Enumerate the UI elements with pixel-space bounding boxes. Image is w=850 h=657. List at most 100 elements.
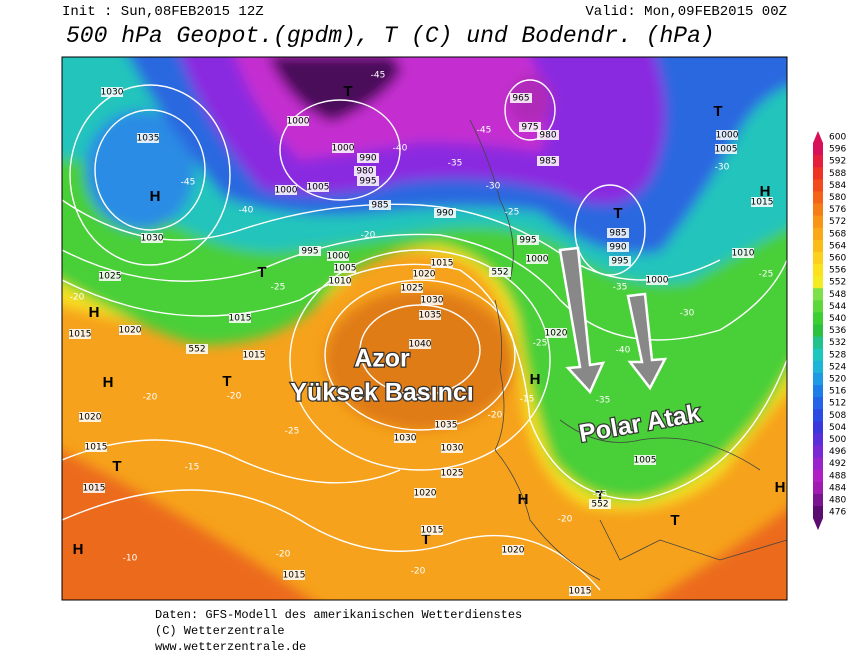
label-bg <box>401 283 423 293</box>
label-bg <box>502 545 524 555</box>
label-bg <box>435 420 457 430</box>
colorbar-label: 580 <box>829 193 846 203</box>
temperature-label: -30 <box>680 309 695 319</box>
temperature-label: -40 <box>239 206 254 216</box>
pressure-label: 995 <box>519 236 536 246</box>
colorbar-label: 556 <box>829 266 846 276</box>
label-bg <box>414 488 436 498</box>
temperature-label: -35 <box>448 159 463 169</box>
colorbar-band <box>813 191 823 204</box>
centers-label: T <box>257 264 266 281</box>
colorbar-band <box>813 203 823 217</box>
label-bg <box>441 443 463 453</box>
colorbar-cap <box>813 131 823 143</box>
centers-label: H <box>150 188 161 205</box>
temperature-label: -30 <box>486 182 501 192</box>
warm-band <box>62 451 312 600</box>
pressure-label: 1020 <box>79 413 102 423</box>
temperature-label: -25 <box>271 283 286 293</box>
pressure-label: 1040 <box>409 340 432 350</box>
temperature-label: -20 <box>143 393 158 403</box>
pressure-label: 1020 <box>414 489 437 499</box>
colorbar-band <box>813 215 823 229</box>
pressure-label: 1015 <box>229 314 252 324</box>
pressure-label: 980 <box>539 131 556 141</box>
geopotential-label: 552 <box>188 345 205 355</box>
temperature-label: -20 <box>558 515 573 525</box>
colorbar-band <box>813 506 823 519</box>
colorbar-band <box>813 385 823 398</box>
colorbar-band <box>813 360 823 374</box>
pressure-label: 990 <box>359 154 376 164</box>
colorbar-label: 492 <box>829 459 846 469</box>
colorbar-band <box>813 433 823 446</box>
cold-core <box>268 57 402 122</box>
label-bg <box>607 242 629 252</box>
label-bg <box>243 350 265 360</box>
geopotential-label: 552 <box>591 500 608 510</box>
pressure-label: 1010 <box>329 277 352 287</box>
label-bg <box>569 586 591 596</box>
label-bg <box>99 271 121 281</box>
colorbar-label: 588 <box>829 169 846 179</box>
temperature-label: -15 <box>185 463 200 473</box>
pressure-label: 1005 <box>334 264 357 274</box>
colorbar-label: 548 <box>829 290 846 300</box>
pressure-label: 1035 <box>137 134 160 144</box>
temperature-label: -15 <box>520 395 535 405</box>
colorbar-band <box>813 397 823 410</box>
colorbar-label: 592 <box>829 157 846 167</box>
pressure-label: 990 <box>609 243 626 253</box>
colorbar-label: 512 <box>829 399 846 409</box>
temperature-label: -35 <box>596 396 611 406</box>
colorbar-label: 500 <box>829 435 846 445</box>
pressure-label: 975 <box>521 123 538 133</box>
label-bg <box>307 182 329 192</box>
colorbar-label: 564 <box>829 241 846 251</box>
temperature-label: -25 <box>285 427 300 437</box>
label-bg <box>137 133 159 143</box>
pressure-label: 995 <box>301 247 318 257</box>
label-bg <box>526 254 548 264</box>
colorbar-cap <box>813 518 823 531</box>
pressure-label: 1025 <box>441 469 464 479</box>
pressure-label: 1015 <box>421 526 444 536</box>
colorbar-band <box>813 421 823 434</box>
temperature-label: -20 <box>276 550 291 560</box>
annotation-high: Azor <box>354 345 410 373</box>
label-bg <box>332 143 354 153</box>
color-field <box>62 57 787 600</box>
colorbar-label: 520 <box>829 374 846 384</box>
colorbar-band <box>813 155 823 168</box>
colorbar-label: 476 <box>829 508 846 518</box>
colorbar-band <box>813 167 823 180</box>
pressure-label: 990 <box>436 209 453 219</box>
label-bg <box>327 251 349 261</box>
centers-label: H <box>775 479 786 496</box>
valid-time: Valid: Mon,09FEB2015 00Z <box>585 4 787 20</box>
colorbar-label: 560 <box>829 253 846 263</box>
pressure-label: 1005 <box>715 145 738 155</box>
colorbar-band <box>813 276 823 289</box>
temperature-label: -30 <box>715 163 730 173</box>
temperature-label: -25 <box>759 270 774 280</box>
pressure-label: 1015 <box>431 259 454 269</box>
centers-label: H <box>73 541 84 558</box>
colorbar-band <box>813 143 823 156</box>
isobars <box>62 79 787 591</box>
pressure-label: 1005 <box>307 183 330 193</box>
pressure-label: 1020 <box>545 329 568 339</box>
colorbar-label: 536 <box>829 326 846 336</box>
pressure-label: 1005 <box>634 456 657 466</box>
temperature-label: -20 <box>488 411 503 421</box>
colorbar-label: 576 <box>829 205 846 215</box>
warm-band <box>652 509 787 600</box>
pressure-label: 1030 <box>421 296 444 306</box>
label-bg <box>607 228 629 238</box>
colorbar-label: 584 <box>829 181 846 191</box>
pressure-label: 1020 <box>413 270 436 280</box>
pressure-label: 1000 <box>275 186 298 196</box>
label-bg <box>510 93 532 103</box>
colorbar-band <box>813 469 823 483</box>
